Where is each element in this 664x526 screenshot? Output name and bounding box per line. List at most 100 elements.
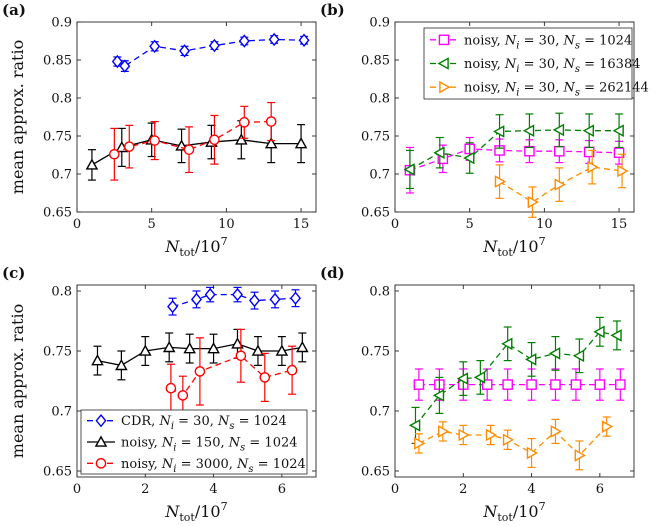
x-tick-label: 6 — [278, 482, 286, 497]
data-point — [275, 344, 289, 356]
data-point — [473, 371, 486, 384]
legend-marker — [94, 435, 108, 447]
x-tick-label: 6 — [596, 482, 604, 497]
legend-entry: noisy, Ni = 30, Ns = 1024 — [464, 33, 632, 51]
y-tick-label: 0.75 — [43, 130, 72, 145]
chart-panel-4: 0 2 4 6 0.65 0.7 0.75 0.8 (d) Ntot/107 — [320, 264, 635, 524]
series-2 — [403, 112, 624, 190]
data-point — [85, 158, 99, 170]
data-point — [554, 145, 565, 157]
data-point — [149, 135, 160, 146]
data-point — [111, 54, 123, 69]
data-point — [574, 449, 586, 462]
y-tick-label: 0.85 — [43, 54, 72, 69]
data-point — [612, 124, 624, 137]
data-point — [438, 425, 450, 438]
x-tick-label: 5 — [148, 217, 156, 232]
data-point — [552, 123, 565, 137]
y-tick-label: 0.8 — [369, 285, 390, 300]
x-tick-label: 10 — [218, 217, 235, 232]
data-point — [165, 382, 177, 394]
legend-box — [423, 27, 633, 100]
data-point — [548, 347, 561, 360]
data-point — [502, 379, 513, 390]
data-point — [249, 293, 261, 308]
legend-marker — [439, 80, 451, 94]
legend-box — [80, 409, 308, 475]
data-point — [91, 354, 104, 366]
series-line — [414, 331, 618, 426]
data-point — [501, 337, 513, 351]
legend-entry: noisy, Ni = 30, Ns = 262144 — [464, 81, 649, 99]
x-tick-label: 4 — [209, 482, 217, 497]
data-point — [296, 340, 309, 353]
data-point — [183, 144, 195, 155]
legend-entry: CDR, Ni = 30, Ns = 1024 — [121, 414, 287, 432]
data-point — [432, 389, 445, 402]
series-2 — [85, 120, 308, 181]
legend-entry: noisy, Ni = 150, Ns = 1024 — [121, 436, 298, 454]
data-point — [109, 148, 120, 160]
y-tick-label: 0.9 — [369, 16, 390, 31]
data-point — [290, 291, 302, 305]
data-point — [613, 147, 625, 159]
series-3 — [414, 416, 614, 471]
data-point — [162, 340, 176, 353]
y-tick-label: 0.65 — [361, 206, 390, 221]
data-point — [235, 350, 247, 362]
x-tick-label: 0 — [73, 217, 81, 232]
data-point — [179, 44, 191, 58]
y-tick-label: 0.8 — [369, 92, 390, 107]
data-point — [264, 137, 278, 149]
data-point — [550, 425, 563, 438]
plot-frame — [394, 21, 635, 213]
y-tick-label: 0.85 — [361, 54, 390, 69]
x-tick-label: 0 — [391, 217, 399, 232]
plot-frame — [76, 284, 317, 478]
data-point — [587, 160, 599, 174]
series-3 — [109, 101, 277, 181]
legend-marker — [437, 57, 449, 70]
data-point — [269, 292, 281, 307]
data-point — [433, 146, 445, 160]
data-point — [572, 349, 585, 363]
plot-frame — [76, 21, 317, 213]
x-axis-label: Ntot/107 — [164, 235, 227, 259]
data-point — [177, 390, 189, 401]
data-point — [617, 164, 629, 178]
data-point — [554, 178, 566, 191]
data-point — [231, 287, 243, 302]
legend-entry: noisy, Ni = 3000, Ns = 1024 — [121, 457, 306, 475]
data-point — [115, 358, 128, 371]
x-axis-label: Ntot/107 — [482, 235, 545, 259]
series-3 — [494, 149, 629, 218]
legend-marker — [95, 458, 107, 469]
data-point — [413, 379, 425, 390]
data-point — [238, 117, 250, 128]
x-axis-label: Ntot/107 — [164, 500, 227, 524]
data-point — [570, 379, 582, 390]
y-tick-label: 0.7 — [51, 168, 72, 183]
data-point — [601, 420, 614, 433]
data-point — [238, 34, 250, 48]
data-point — [251, 344, 265, 356]
data-point — [582, 124, 594, 137]
y-axis-label: mean approx. ratio — [8, 40, 27, 194]
chart-panel-3: 0 2 4 6 0.65 0.7 0.75 0.8 (c) Ntot/107 mean approx… — [2, 264, 317, 524]
data-point — [463, 151, 475, 165]
y-tick-label: 0.8 — [51, 92, 72, 107]
data-point — [265, 116, 277, 127]
data-point — [494, 175, 507, 188]
panel-label: (b) — [320, 1, 345, 19]
data-point — [235, 133, 248, 145]
data-point — [458, 428, 470, 442]
chart-panel-1: 0 5 10 15 0.65 0.7 0.75 0.8 0.85 0.9 (a) Ntot/107 me… — [2, 1, 317, 259]
data-point — [526, 379, 537, 390]
chart-panel-2: 0 5 10 15 0.65 0.7 0.75 0.8 0.85 0.9 (b) Ntot/107 no… — [320, 1, 649, 259]
x-tick-label: 0 — [73, 482, 81, 497]
y-tick-label: 0.75 — [361, 130, 390, 145]
data-point — [526, 446, 539, 460]
data-point — [268, 32, 280, 47]
y-tick-label: 0.75 — [43, 345, 72, 360]
